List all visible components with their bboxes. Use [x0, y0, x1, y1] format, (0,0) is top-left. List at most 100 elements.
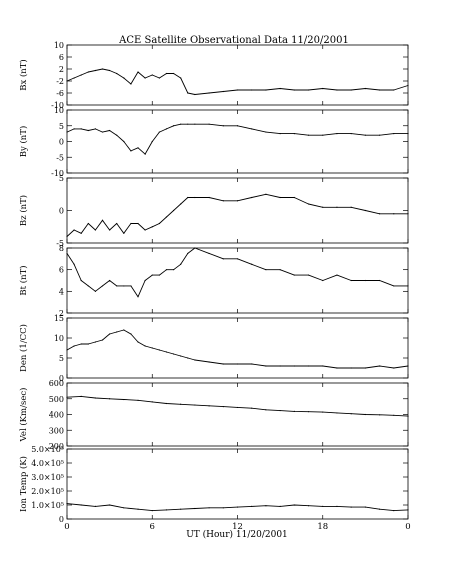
y-tick-label: 2 — [59, 65, 64, 74]
data-point — [364, 279, 366, 282]
data-point — [66, 252, 68, 255]
data-point — [180, 403, 182, 405]
panel-frame — [66, 109, 409, 174]
chart-title: ACE Satellite Observational Data 11/20/2… — [118, 35, 349, 46]
y-tick-label: -6 — [56, 89, 64, 98]
data-point — [187, 357, 189, 359]
y-tick-label: 0 — [59, 515, 64, 524]
data-point — [151, 226, 153, 228]
data-point — [158, 131, 160, 133]
y-tick-label: 6 — [59, 266, 64, 275]
data-point — [73, 229, 75, 231]
data-point — [87, 343, 89, 345]
data-point — [378, 365, 381, 367]
data-point — [123, 285, 125, 287]
data-point — [378, 414, 381, 416]
data-point — [130, 333, 132, 335]
data-point — [101, 131, 104, 133]
data-point — [293, 274, 295, 276]
panel-frame — [66, 448, 409, 520]
data-point — [66, 349, 68, 351]
data-point — [279, 505, 281, 507]
data-point — [393, 285, 395, 287]
y-axis-label: Bz (nT) — [18, 195, 29, 226]
data-point — [172, 209, 175, 212]
panel-0: -10 -6 -2 2 6 10 Bx (nT) — [18, 41, 409, 110]
data-point — [165, 128, 168, 130]
data-point — [236, 363, 239, 365]
y-tick-label: -5 — [56, 239, 64, 248]
data-point — [94, 128, 97, 130]
data-point — [251, 505, 253, 507]
data-point — [407, 213, 409, 215]
data-point — [137, 147, 139, 149]
data-point — [378, 89, 381, 91]
data-point — [123, 507, 125, 509]
y-tick-label: -2 — [56, 77, 64, 86]
data-point — [364, 134, 366, 136]
data-point — [364, 367, 366, 369]
y-tick-label: -10 — [51, 101, 64, 110]
data-point — [130, 83, 132, 85]
y-tick-label: 1.0×10⁵ — [31, 501, 64, 510]
data-point — [293, 89, 295, 91]
data-point — [336, 206, 338, 208]
data-point — [393, 414, 395, 416]
data-point — [322, 206, 324, 208]
data-point — [158, 222, 160, 225]
data-point — [378, 508, 381, 510]
y-tick-label: 5 — [59, 174, 64, 183]
panel-5: 200 300 400 500 600 Vel (Km/sec) — [18, 379, 409, 451]
data-point — [364, 209, 366, 212]
data-point — [123, 140, 125, 143]
data-point — [66, 396, 68, 398]
data-point — [165, 509, 168, 511]
data-point — [144, 279, 146, 282]
data-point — [158, 77, 160, 79]
data-point — [172, 269, 175, 271]
data-point — [307, 411, 310, 413]
data-point — [208, 123, 210, 125]
data-point — [73, 345, 75, 347]
y-tick-label: 15 — [54, 314, 64, 323]
y-tick-label: 300 — [49, 426, 64, 435]
data-point — [350, 367, 352, 369]
panel-3: 2 4 6 8 Bt (nT) — [18, 244, 409, 318]
data-point — [407, 84, 409, 87]
y-tick-label: 8 — [59, 244, 64, 253]
data-point — [187, 196, 189, 199]
y-axis-label: By (nT) — [18, 126, 29, 158]
data-point — [94, 341, 97, 343]
x-tick-label: 18 — [317, 522, 328, 532]
panel-4: 0 5 10 15 Den (1/CC) — [18, 314, 409, 383]
y-tick-label: 200 — [49, 442, 64, 451]
data-point — [222, 363, 224, 365]
panels-group: -10 -6 -2 2 6 10 Bx (nT) -10 -5 0 5 10 By (nT) -5 0 5 Bz… — [18, 41, 409, 524]
data-point — [350, 413, 352, 415]
data-point — [80, 74, 82, 76]
data-point — [172, 125, 175, 127]
data-point — [265, 193, 267, 195]
x-tick-labels: 0 6 12 18 0 — [64, 522, 410, 532]
data-point — [66, 80, 68, 82]
data-point — [194, 196, 196, 199]
data-point — [236, 200, 239, 202]
data-point — [265, 269, 267, 271]
data-point — [279, 133, 281, 135]
data-point — [407, 133, 409, 135]
data-point — [208, 252, 210, 255]
panel-frame — [66, 382, 409, 447]
data-point — [293, 410, 295, 412]
data-point — [407, 415, 409, 417]
data-point — [165, 216, 168, 218]
data-point — [165, 351, 168, 353]
data-point — [393, 367, 395, 369]
data-point — [158, 274, 160, 276]
data-point — [236, 506, 239, 508]
data-point — [187, 252, 189, 255]
data-point — [293, 196, 295, 199]
data-point — [73, 263, 75, 265]
data-point — [265, 89, 267, 91]
data-point — [322, 365, 324, 367]
data-point — [165, 402, 168, 405]
